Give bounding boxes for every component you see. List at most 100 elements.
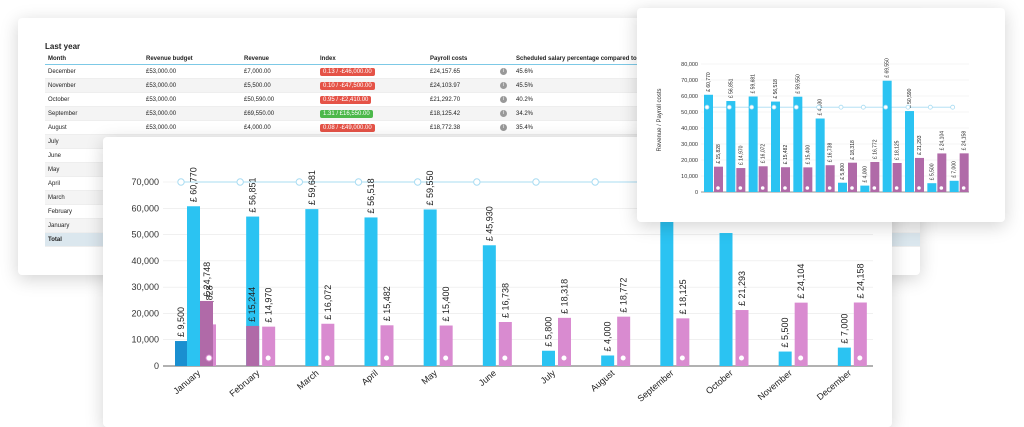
y-tick-label: 60,000 xyxy=(131,203,159,213)
revenue-data-label: £ 59,681 xyxy=(307,170,317,205)
revenue-data-label: £ 4,000 xyxy=(603,321,613,351)
budget-cell: £53,000.00 xyxy=(143,120,241,135)
payroll-data-label: £ 24,104 xyxy=(796,264,806,299)
revenue-data-label: £ 60,770 xyxy=(189,167,199,202)
index-cell: 0.08 / -£49,000.00 xyxy=(317,120,427,135)
budget-marker xyxy=(295,178,304,186)
payroll-point xyxy=(738,186,743,190)
payroll-data-label: £ 15,400 xyxy=(441,286,451,321)
payroll-cell: £24,103.97 xyxy=(427,78,497,93)
budget-marker xyxy=(816,104,822,110)
info-cell: i xyxy=(497,92,513,107)
payroll-bar xyxy=(380,325,394,366)
payroll-data-label: £ 15,482 xyxy=(382,286,392,321)
revenue-bar xyxy=(601,355,615,366)
col-index[interactable]: Index xyxy=(317,53,427,65)
payroll-bar xyxy=(781,167,790,192)
index-cell: 0.10 / -£47,500.00 xyxy=(317,78,427,93)
budget-marker xyxy=(793,104,799,110)
index-badge: 0.95 / -£2,410.00 xyxy=(320,95,372,104)
x-tick-label: August xyxy=(589,368,617,394)
payroll-bar xyxy=(736,168,746,192)
payroll-data-label: £ 14,970 xyxy=(738,145,744,165)
x-tick-label: February xyxy=(227,368,261,399)
payroll-data-label: £ 18,318 xyxy=(560,279,570,314)
revenue-bar xyxy=(305,209,319,366)
budget-marker xyxy=(413,178,422,186)
y-tick-label: 70,000 xyxy=(131,177,159,187)
mini-chart-card: Revenue / Payroll costs 0 10,000 20,000 30,0… xyxy=(637,8,1005,222)
month-cell: October xyxy=(45,92,143,107)
col-month[interactable]: Month xyxy=(45,53,143,65)
col-payroll[interactable]: Payroll costs xyxy=(427,53,497,65)
payroll-point xyxy=(856,354,864,362)
budget-marker xyxy=(704,104,710,110)
revenue-bar xyxy=(726,101,736,192)
budget-marker xyxy=(591,178,599,186)
payroll-data-label: £ 16,738 xyxy=(828,143,834,163)
revenue-bar xyxy=(778,351,792,366)
budget-marker xyxy=(236,178,244,186)
payroll-data-label: £ 15,482 xyxy=(783,145,789,165)
revenue-data-label: £ 5,500 xyxy=(780,318,790,348)
x-tick-label: April xyxy=(360,368,380,387)
revenue-bar xyxy=(748,96,758,192)
col-info xyxy=(497,53,513,65)
payroll-bar xyxy=(321,323,335,366)
payroll-bar xyxy=(892,163,902,192)
info-cell: i xyxy=(497,78,513,93)
revenue-bar xyxy=(838,182,847,192)
payroll-bar xyxy=(870,161,880,192)
col-revenue[interactable]: Revenue xyxy=(241,53,317,65)
revenue-bar xyxy=(882,80,892,192)
x-tick-label: January xyxy=(171,368,202,397)
payroll-point xyxy=(442,354,450,362)
payroll-data-label: £ 14,970 xyxy=(264,288,274,323)
payroll-data-label: £ 18,772 xyxy=(619,278,629,313)
info-icon[interactable]: i xyxy=(500,82,507,89)
y-tick-label: 60,000 xyxy=(681,94,698,100)
payroll-bar xyxy=(714,166,723,192)
month-cell: August xyxy=(45,120,143,135)
col-revenue-budget[interactable]: Revenue budget xyxy=(143,53,241,65)
payroll-data-label: £ 18,125 xyxy=(895,140,901,160)
x-tick-label: July xyxy=(539,368,558,386)
info-cell: i xyxy=(497,64,513,79)
payroll-data-label: £ 16,738 xyxy=(500,283,510,318)
payroll-data-label: £ 16,072 xyxy=(761,144,767,164)
selected-revenue-bar xyxy=(175,341,187,366)
revenue-data-label: £ 56,518 xyxy=(366,178,376,213)
budget-marker xyxy=(749,104,755,110)
payroll-bar xyxy=(617,316,631,366)
revenue-bar xyxy=(704,94,713,192)
y-tick-label: 80,000 xyxy=(681,62,698,68)
payroll-bar xyxy=(853,302,867,366)
budget-marker xyxy=(771,104,777,110)
payroll-data-label: £ 24,158 xyxy=(962,131,968,151)
payroll-point xyxy=(917,186,921,190)
info-icon[interactable]: i xyxy=(500,96,507,103)
table-title: Last year xyxy=(45,42,81,51)
payroll-point xyxy=(760,186,765,190)
info-icon[interactable]: i xyxy=(500,124,507,131)
revenue-bar xyxy=(949,180,959,192)
payroll-point xyxy=(383,354,390,362)
x-tick-label: November xyxy=(756,368,794,402)
revenue-bar xyxy=(364,217,378,366)
revenue-data-label: £ 7,000 xyxy=(952,161,958,178)
revenue-bar xyxy=(860,185,870,192)
revenue-data-label: £ 56,851 xyxy=(728,78,734,98)
selected-revenue-label: £ 9,500 xyxy=(176,307,186,337)
payroll-bar xyxy=(498,322,512,366)
info-icon[interactable]: i xyxy=(500,110,507,117)
info-icon[interactable]: i xyxy=(500,68,507,75)
selected-payroll-label: £ 24,748 xyxy=(202,262,212,297)
payroll-bar xyxy=(794,302,808,366)
payroll-bar xyxy=(937,153,947,192)
budget-cell: £53,000.00 xyxy=(143,78,241,93)
budget-marker xyxy=(883,104,889,110)
y-tick-label: 20,000 xyxy=(681,158,698,164)
index-cell: 1.31 / £16,550.00 xyxy=(317,106,427,121)
x-tick-label: September xyxy=(635,368,675,404)
budget-marker xyxy=(532,178,540,186)
